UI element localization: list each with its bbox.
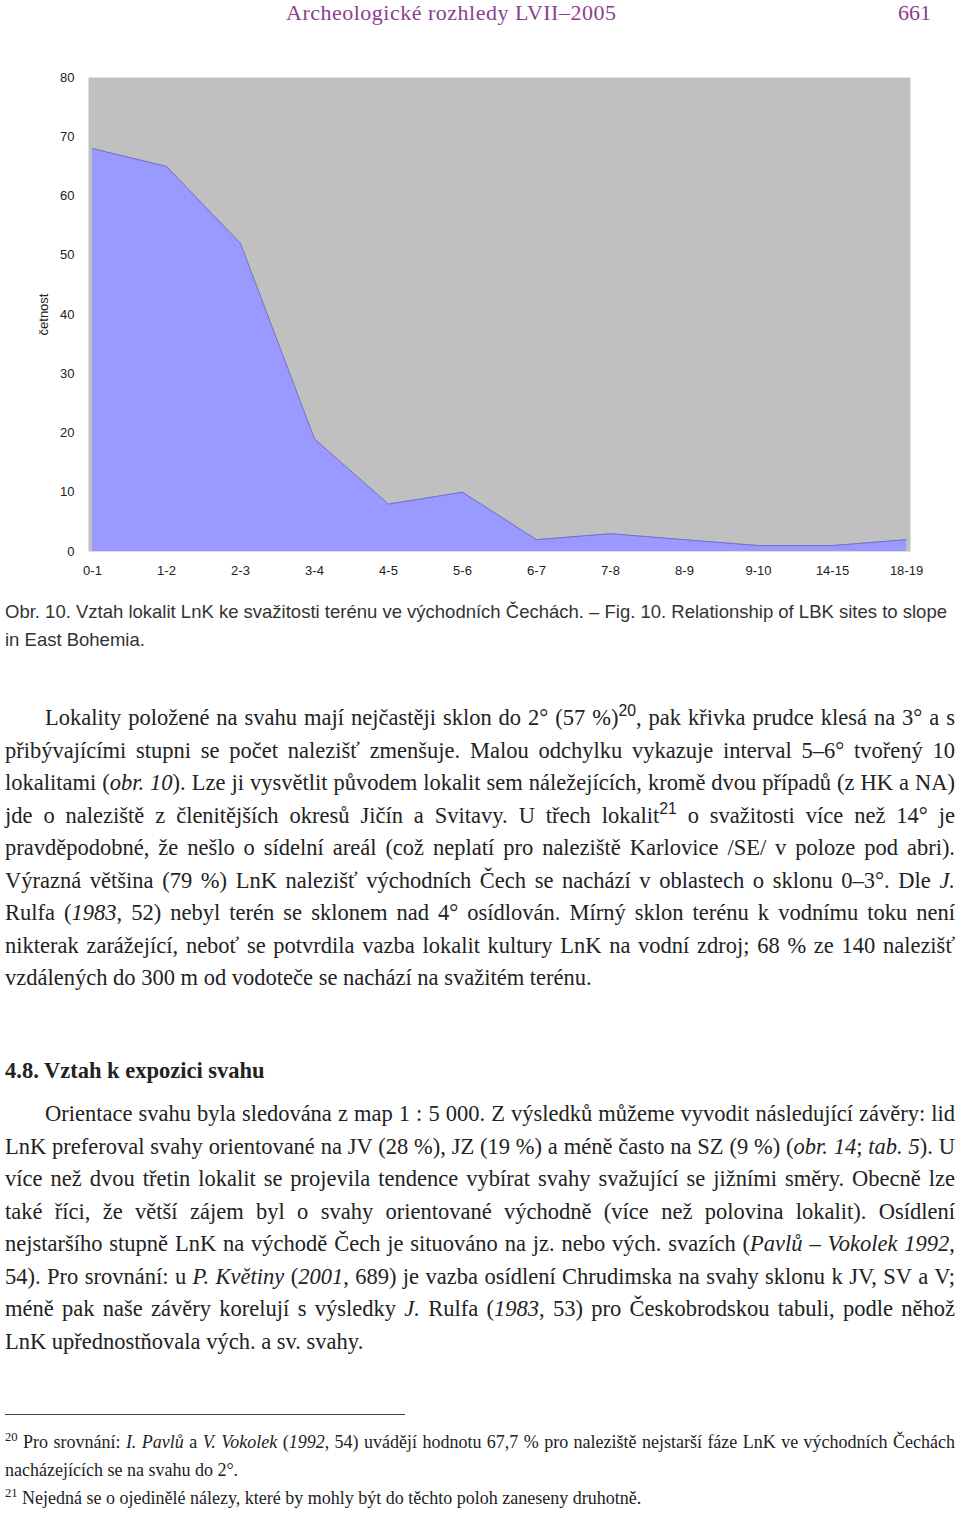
html-text:Lokality položené na svahu maj: Lokality položené na svahu mají nejčastě… (5, 702, 955, 893)
svg-text:4-5: 4-5 (379, 563, 398, 578)
svg-text:0: 0 (67, 544, 74, 559)
html-text:20Pro srovnání: I. Pavlů a V.: 20Pro srovnání: I. Pavlů a V. Vokolek (1… (5, 1430, 955, 1480)
svg-text:14-15: 14-15 (816, 563, 849, 578)
svg-text:50: 50 (60, 247, 74, 262)
html-text:Obr. 10. Vztah lokalit LnK ke: Obr. 10. Vztah lokalit LnK ke svažitosti… (5, 601, 947, 650)
svg-text:40: 40 (60, 307, 74, 322)
svg-text:30: 30 (60, 366, 74, 381)
svg-text:6-7: 6-7 (527, 563, 546, 578)
html-text:4.8. Vztah k expozici svahu: 4.8. Vztah k expozici svahu (5, 1058, 265, 1083)
svg-text:2-3: 2-3 (231, 563, 250, 578)
svg-text:9-10: 9-10 (745, 563, 771, 578)
svg-text:18-19: 18-19 (890, 563, 923, 578)
html-text:661: 661 (898, 0, 931, 25)
html-text:Rulfa (1983, 52) nebyl terén s: Rulfa (1983, 52) nebyl terén se sklonem … (5, 900, 955, 990)
svg-text:20: 20 (60, 425, 74, 440)
svg-text:četnost: četnost (36, 293, 51, 335)
svg-text:3-4: 3-4 (305, 563, 324, 578)
svg-text:8-9: 8-9 (675, 563, 694, 578)
svg-text:5-6: 5-6 (453, 563, 472, 578)
html-text:Archeologické rozhledy LVII–20: Archeologické rozhledy LVII–2005 (286, 0, 617, 25)
svg-text:10: 10 (60, 484, 74, 499)
svg-text:70: 70 (60, 129, 74, 144)
svg-text:80: 80 (60, 70, 74, 85)
svg-text:7-8: 7-8 (601, 563, 620, 578)
svg-text:60: 60 (60, 188, 74, 203)
html-text:Orientace svahu byla sledována: Orientace svahu byla sledována z map 1 :… (5, 1101, 955, 1354)
svg-text:1-2: 1-2 (157, 563, 176, 578)
html-text:21Nejedná se o ojedinělé nález: 21Nejedná se o ojedinělé nálezy, které b… (5, 1486, 642, 1508)
svg-text:0-1: 0-1 (83, 563, 102, 578)
